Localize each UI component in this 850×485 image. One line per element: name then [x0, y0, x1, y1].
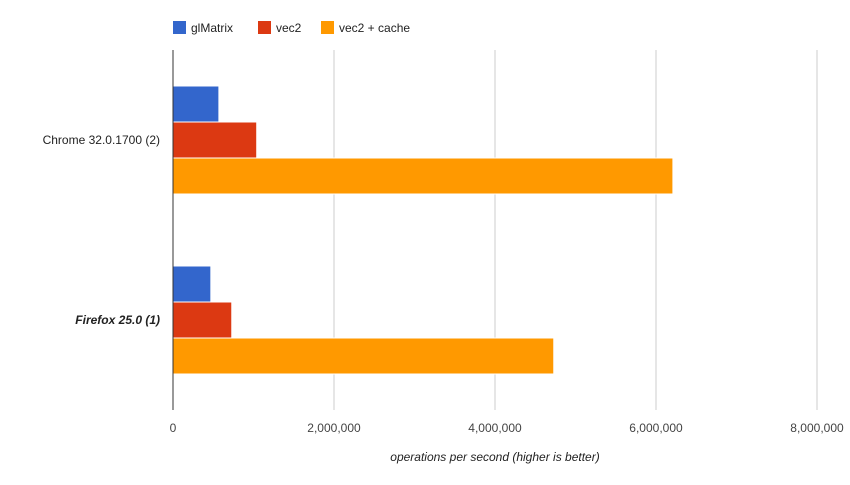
legend-label: vec2 + cache	[339, 21, 410, 35]
bar-glmatrix-0	[172, 85, 220, 123]
bar-glmatrix-1	[172, 265, 212, 303]
bar-vec2-0	[172, 121, 258, 159]
legend-label: vec2	[276, 21, 302, 35]
legend-swatch	[173, 21, 186, 34]
x-tick-label: 4,000,000	[468, 421, 522, 435]
bar-vec2-1	[172, 301, 233, 339]
category-label: Chrome 32.0.1700 (2)	[43, 133, 160, 147]
legend-swatch	[321, 21, 334, 34]
category-label: Firefox 25.0 (1)	[75, 313, 160, 327]
legend: glMatrix vec2 vec2 + cache	[173, 21, 410, 35]
bars	[172, 85, 674, 375]
bar-vec2-cache-1	[172, 337, 555, 375]
labels: 0 2,000,000 4,000,000 6,000,000 8,000,000 Chr…	[43, 133, 844, 464]
x-tick-label: 2,000,000	[307, 421, 361, 435]
x-tick-label: 0	[170, 421, 177, 435]
x-tick-label: 8,000,000	[790, 421, 844, 435]
x-tick-label: 6,000,000	[629, 421, 683, 435]
legend-swatch	[258, 21, 271, 34]
bar-vec2-cache-0	[172, 157, 674, 195]
x-axis-title: operations per second (higher is better)	[390, 450, 599, 464]
legend-label: glMatrix	[191, 21, 233, 35]
